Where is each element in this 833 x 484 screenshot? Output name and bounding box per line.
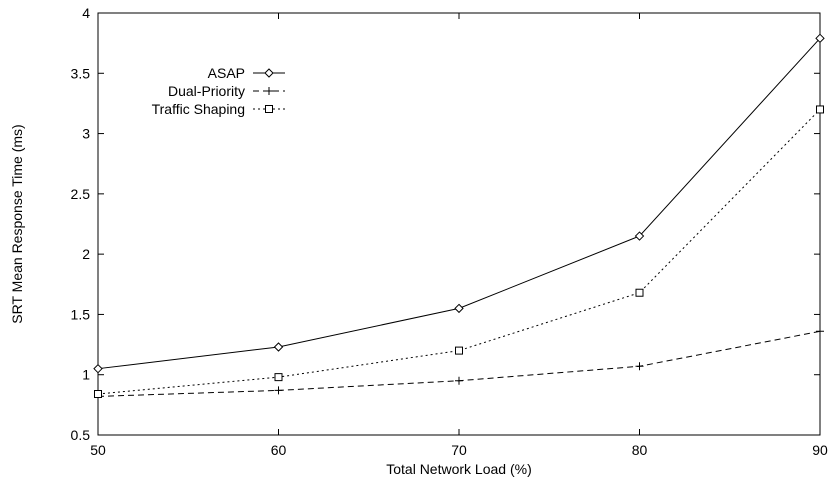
x-tick-label: 80 <box>632 442 648 458</box>
y-tick-label: 4 <box>82 5 90 21</box>
asap-point <box>815 33 825 44</box>
y-tick-label: 0.5 <box>71 427 91 443</box>
traffic-shaping-point <box>274 373 283 382</box>
asap-point <box>634 231 645 241</box>
x-tick-label: 50 <box>90 442 106 458</box>
dual-priority-point <box>455 376 463 385</box>
legend-label-traffic-shaping: Traffic Shaping <box>152 101 245 117</box>
series-layer <box>93 33 825 401</box>
y-tick-label: 3.5 <box>71 65 91 81</box>
series-dual-priority <box>94 327 824 401</box>
traffic-shaping-point <box>635 288 644 297</box>
x-axis-label: Total Network Load (%) <box>386 461 532 477</box>
y-axis-label: SRT Mean Response Time (ms) <box>9 124 25 323</box>
x-tick-label: 60 <box>271 442 287 458</box>
y-tick-label: 2.5 <box>71 186 91 202</box>
traffic-shaping-line <box>97 109 821 395</box>
series-asap <box>93 33 825 374</box>
series-traffic-shaping <box>94 105 824 399</box>
y-tick-label: 3 <box>82 126 90 142</box>
axis-ticks: 50 60 70 80 90 0.5 1 1.5 2 2.5 3 3.5 4 <box>71 5 828 458</box>
dual-priority-point <box>274 386 283 395</box>
legend-marker-traffic-shaping <box>265 105 273 113</box>
x-tick-label: 70 <box>451 442 467 458</box>
dual-priority-point <box>635 362 644 371</box>
legend: ASAP Dual-Priority Traffic Shaping <box>152 65 285 117</box>
y-tick-label: 1 <box>82 367 90 383</box>
legend-marker-asap <box>264 68 274 78</box>
plot-frame <box>97 12 821 436</box>
asap-point <box>93 363 103 374</box>
legend-marker-dual-priority <box>265 87 273 95</box>
traffic-shaping-point <box>816 105 824 114</box>
legend-label-asap: ASAP <box>208 65 245 81</box>
asap-point <box>454 303 464 314</box>
asap-point <box>273 342 284 352</box>
dual-priority-line <box>97 330 821 397</box>
traffic-shaping-point <box>455 346 463 355</box>
dual-priority-point <box>816 327 824 336</box>
traffic-shaping-point <box>94 390 102 399</box>
y-tick-label: 1.5 <box>71 306 91 322</box>
y-tick-label: 2 <box>82 246 90 262</box>
legend-label-dual-priority: Dual-Priority <box>168 83 245 99</box>
x-tick-label: 90 <box>812 442 828 458</box>
